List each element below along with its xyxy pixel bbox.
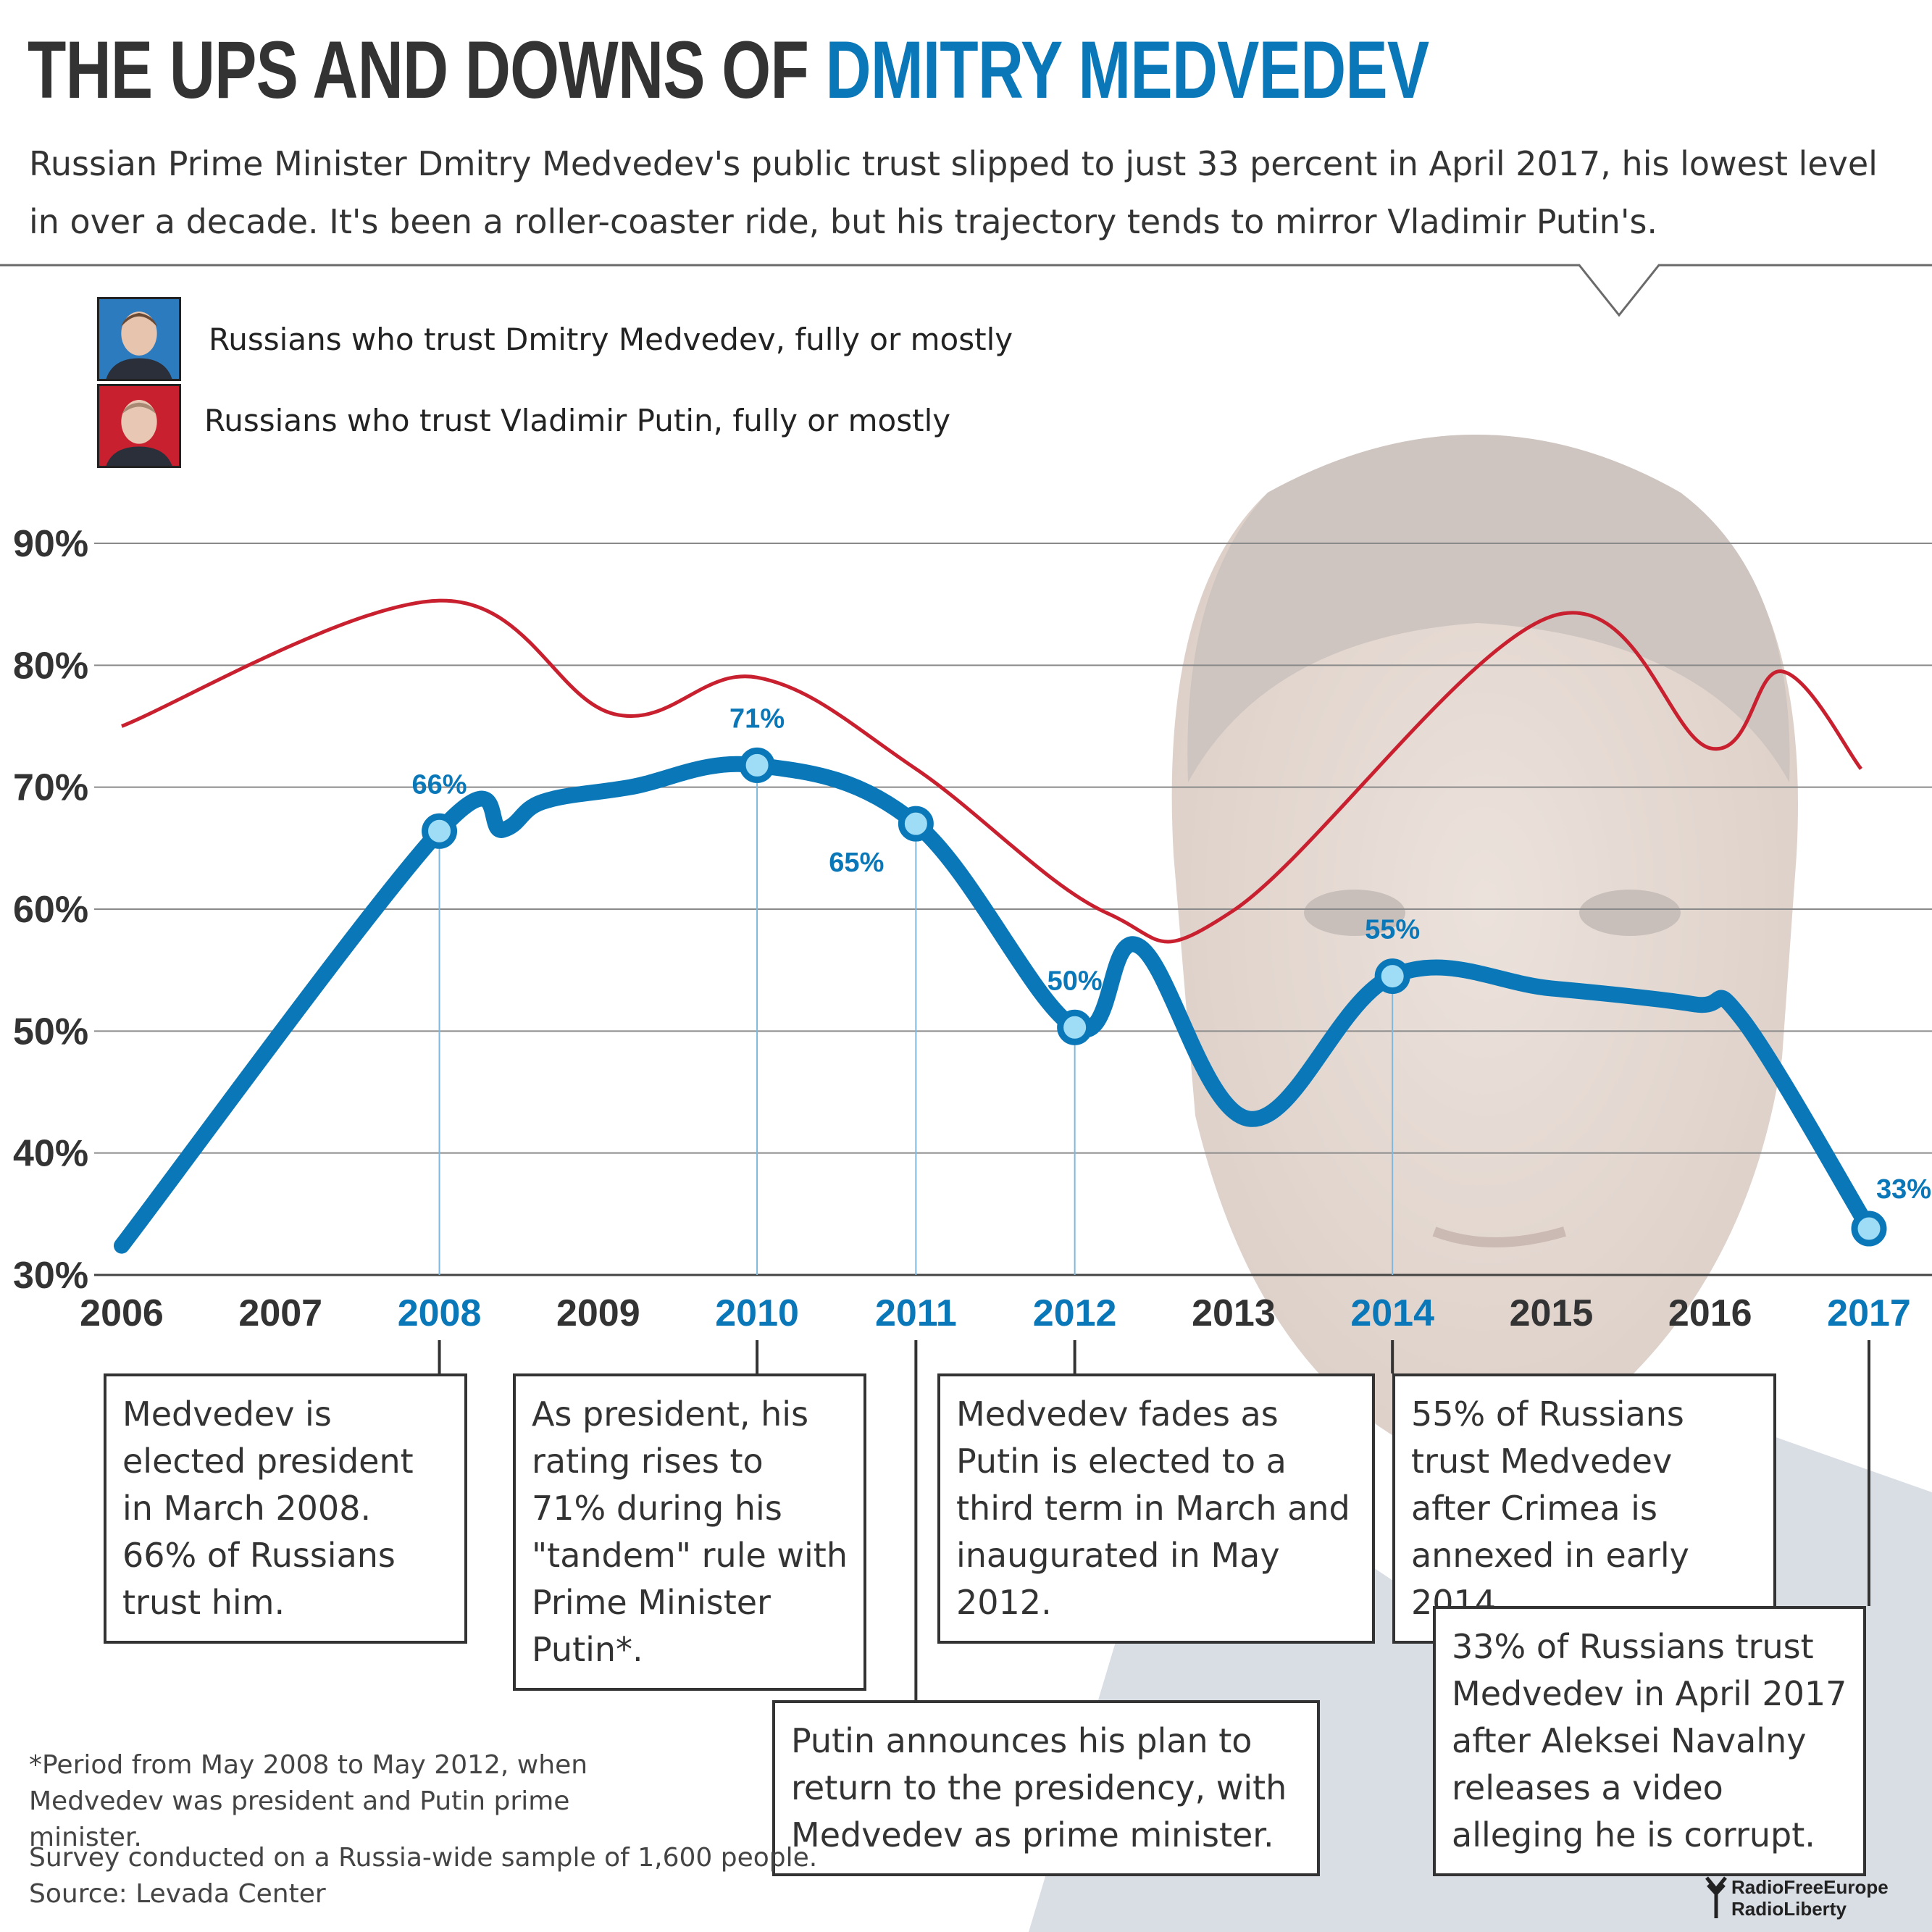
- y-tick-label-90: 90%: [13, 523, 88, 565]
- data-label-2017: 33%: [1876, 1174, 1931, 1205]
- callout-2008: Medvedev is elected president in March 2…: [104, 1373, 467, 1644]
- footnote-source: Source: Levada Center: [29, 1879, 326, 1909]
- x-tick-label-2014: 2014: [1350, 1292, 1434, 1334]
- callout-connectors: [438, 779, 1870, 1700]
- medvedev-legend-photo: [97, 297, 181, 381]
- data-point-2008: [422, 813, 458, 849]
- legend-medvedev: Russians who trust Dmitry Medvedev, full…: [209, 322, 1013, 357]
- data-point-2014: [1374, 958, 1410, 995]
- x-tick-label-2013: 2013: [1192, 1292, 1276, 1334]
- series-line-putin: [121, 598, 1862, 944]
- footnote-survey: Survey conducted on a Russia-wide sample…: [29, 1843, 818, 1873]
- rferl-logo: RadioFreeEurope RadioLiberty: [1731, 1876, 1889, 1920]
- data-point-2010: [739, 747, 775, 783]
- data-label-2012: 50%: [1047, 966, 1103, 996]
- y-tick-label-70: 70%: [13, 767, 88, 809]
- callout-2017: 33% of Russians trust Medvedev in April …: [1433, 1606, 1866, 1876]
- series-line-medvedev: [114, 756, 1877, 1254]
- title-part1: THE UPS AND DOWNS OF: [28, 25, 826, 115]
- footnote-period: *Period from May 2008 to May 2012, when …: [29, 1750, 588, 1852]
- page-subtitle: Russian Prime Minister Dmitry Medvedev's…: [29, 144, 1878, 241]
- x-tick-label-2015: 2015: [1510, 1292, 1594, 1334]
- x-tick-label-2011: 2011: [875, 1292, 957, 1334]
- x-tick-label-2017: 2017: [1827, 1292, 1911, 1334]
- y-tick-label-30: 30%: [13, 1255, 88, 1297]
- callout-2010: As president, his rating rises to 71% du…: [513, 1373, 866, 1691]
- legend-putin: Russians who trust Vladimir Putin, fully…: [204, 403, 951, 438]
- y-tick-label-80: 80%: [13, 645, 88, 687]
- x-tick-label-2007: 2007: [238, 1292, 322, 1334]
- marker-layer: 66% 71% 65% 50% 55% 33%: [412, 703, 1931, 1247]
- callout-2011: Putin announces his plan to return to th…: [772, 1700, 1320, 1876]
- y-tick-label-50: 50%: [13, 1011, 88, 1053]
- header-divider: [0, 264, 1932, 317]
- grid-lines: [94, 543, 1932, 1276]
- data-label-2010: 71%: [729, 703, 785, 734]
- x-tick-label-2010: 2010: [715, 1292, 799, 1334]
- callout-2014: 55% of Russians trust Medvedev after Cri…: [1392, 1373, 1776, 1644]
- data-label-2011: 65%: [829, 848, 884, 878]
- page-title: THE UPS AND DOWNS OF DMITRY MEDVEDEV: [28, 23, 1429, 117]
- y-tick-label-60: 60%: [13, 889, 88, 931]
- x-tick-label-2012: 2012: [1033, 1292, 1117, 1334]
- title-part2: DMITRY MEDVEDEV: [825, 25, 1430, 115]
- y-axis-ticks: 30% 40% 50% 60% 70% 80% 90%: [13, 523, 88, 1297]
- x-tick-label-2008: 2008: [398, 1292, 482, 1334]
- x-tick-label-2006: 2006: [80, 1292, 164, 1334]
- data-point-2011: [898, 806, 934, 842]
- y-tick-label-40: 40%: [13, 1133, 88, 1175]
- data-point-2012: [1057, 1009, 1093, 1045]
- data-label-2014: 55%: [1365, 915, 1420, 945]
- data-label-2008: 66%: [412, 769, 467, 800]
- logo-line1: RadioFreeEurope: [1731, 1876, 1889, 1898]
- x-tick-label-2016: 2016: [1668, 1292, 1752, 1334]
- callout-2012: Medvedev fades as Putin is elected to a …: [937, 1373, 1375, 1644]
- x-axis-ticks: 2006 2007 2008 2009 2010 2011 2012 2013 2014 2015…: [80, 1292, 1911, 1334]
- putin-legend-photo: [97, 384, 181, 468]
- x-tick-label-2009: 2009: [556, 1292, 640, 1334]
- logo-line2: RadioLiberty: [1731, 1898, 1847, 1920]
- data-point-2017: [1851, 1210, 1887, 1247]
- rferl-logo-icon: [1705, 1876, 1727, 1918]
- series-layer: [114, 598, 1877, 1254]
